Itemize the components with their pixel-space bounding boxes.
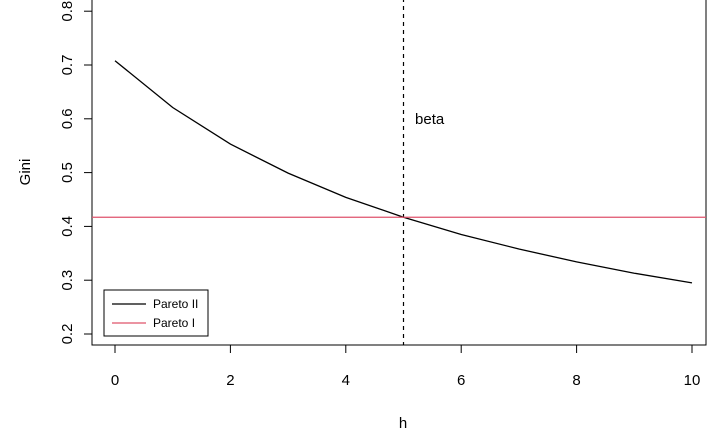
y-tick-label: 0.5 [59,162,76,183]
y-tick-label: 0.4 [59,216,76,237]
x-axis: 0 2 4 6 8 10 [111,345,701,389]
legend: Pareto II Pareto I [103,289,209,337]
x-tick-label: 8 [572,372,580,389]
y-tick-label: 0.8 [59,1,76,22]
y-axis: 0.2 0.3 0.4 0.5 0.6 0.7 0.8 [59,0,93,345]
y-tick-label: 0.2 [59,324,76,345]
y-axis-label: Gini [17,159,34,186]
x-axis-label: h [399,415,407,432]
y-tick-label: 0.6 [59,108,76,129]
x-tick-label: 2 [226,372,234,389]
x-tick-label: 10 [684,372,701,389]
legend-label-pareto-i: Pareto I [153,316,195,330]
x-tick-label: 0 [111,372,119,389]
y-tick-label: 0.7 [59,55,76,76]
x-tick-label: 6 [457,372,465,389]
legend-box [103,289,209,337]
series-layer [92,60,706,284]
y-tick-label: 0.3 [59,270,76,291]
plot-area [92,0,706,345]
beta-annotation: beta [415,111,445,128]
legend-label-pareto-ii: Pareto II [153,297,198,311]
x-tick-label: 4 [342,372,350,389]
